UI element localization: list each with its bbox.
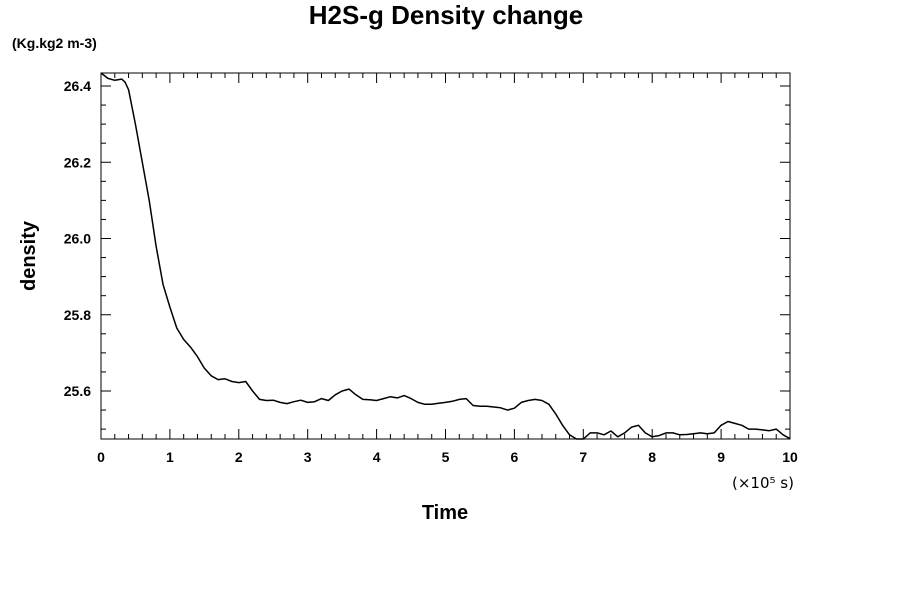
ticks-layer xyxy=(100,73,791,439)
x-scale-note: (×10⁵ s) xyxy=(732,474,794,492)
x-tick-label: 0 xyxy=(97,449,105,465)
x-tick-label: 6 xyxy=(511,449,519,465)
y-tick-label: 25.8 xyxy=(64,307,91,323)
density-series-line xyxy=(100,72,791,440)
y-tick-label: 26.4 xyxy=(64,78,91,94)
series-layer xyxy=(100,72,791,440)
y-axis-title: density xyxy=(18,220,40,291)
chart-title: H2S-g Density change xyxy=(309,0,584,30)
x-tick-label: 1 xyxy=(166,449,174,465)
plot-frame xyxy=(100,72,791,440)
x-tick-label: 2 xyxy=(235,449,243,465)
units-label: (Kg.kg2 m-3) xyxy=(12,35,97,51)
x-tick-label: 3 xyxy=(304,449,312,465)
x-tick-label: 9 xyxy=(717,449,725,465)
tick-labels-layer: 0 1 2 3 4 5 6 7 8 9 10 25.6 25.8 26.0 26.2 26.4 xyxy=(64,78,798,465)
x-tick-label: 8 xyxy=(648,449,656,465)
x-tick-label: 7 xyxy=(579,449,587,465)
y-tick-label: 26.2 xyxy=(64,154,91,170)
x-axis-title: Time xyxy=(422,502,468,524)
x-tick-label: 10 xyxy=(782,449,798,465)
y-tick-label: 26.0 xyxy=(64,231,91,247)
x-tick-label: 4 xyxy=(373,449,381,465)
y-tick-label: 25.6 xyxy=(64,383,91,399)
x-tick-label: 5 xyxy=(442,449,450,465)
